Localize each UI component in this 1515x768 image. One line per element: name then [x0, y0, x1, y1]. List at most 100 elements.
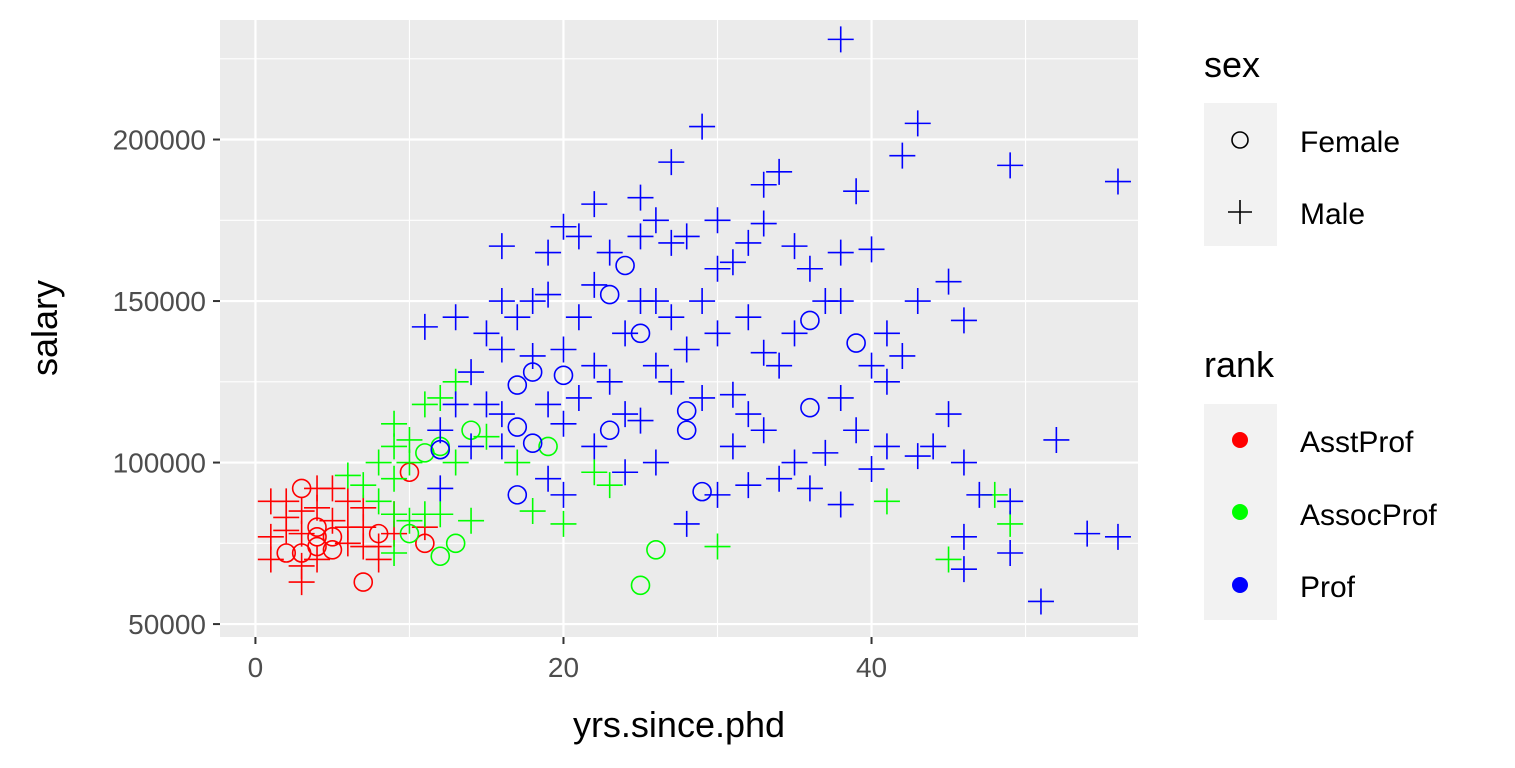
- data-point-male: [504, 449, 531, 476]
- data-point-male: [889, 142, 916, 169]
- data-point-male: [704, 207, 731, 234]
- data-point-male: [612, 401, 639, 428]
- data-point-female: [507, 485, 528, 505]
- data-point-male: [334, 530, 361, 557]
- data-point-male: [642, 288, 669, 315]
- data-point-male: [381, 465, 408, 492]
- data-point-male: [1027, 588, 1054, 615]
- data-point-male: [535, 465, 562, 492]
- data-point-male: [488, 288, 515, 315]
- data-point-male: [288, 569, 315, 596]
- data-point-male: [473, 320, 500, 347]
- data-point-female: [445, 533, 466, 554]
- data-point-male: [704, 320, 731, 347]
- data-point-male: [550, 510, 577, 537]
- data-point-male: [719, 249, 746, 276]
- data-point-male: [858, 352, 885, 379]
- data-point-male: [519, 498, 546, 525]
- data-point-female: [553, 365, 574, 386]
- data-point-female: [430, 439, 451, 460]
- data-point-female: [307, 527, 327, 547]
- data-point-male: [997, 510, 1024, 537]
- data-point-female: [399, 523, 420, 544]
- data-point-male: [735, 401, 762, 428]
- legend-asstprof-label: AsstProf: [1300, 426, 1414, 459]
- data-point-male: [827, 26, 854, 53]
- data-point-female: [507, 417, 528, 437]
- data-point-male: [488, 401, 515, 428]
- data-point-male: [950, 523, 977, 550]
- data-point-male: [581, 433, 608, 460]
- data-point-male: [796, 255, 823, 282]
- data-point-male: [858, 456, 885, 483]
- data-point-male: [689, 384, 716, 411]
- legend-female-key: [1231, 131, 1249, 149]
- x-axis-title: yrs.since.phd: [573, 704, 785, 745]
- data-point-male: [365, 546, 392, 573]
- data-point-male: [488, 336, 515, 363]
- data-point-male: [873, 320, 900, 347]
- data-point-male: [396, 507, 423, 534]
- data-point-male: [673, 336, 700, 363]
- data-point-male: [750, 339, 777, 366]
- data-point-female: [322, 539, 343, 560]
- data-point-male: [704, 481, 731, 508]
- data-point-male: [704, 533, 731, 560]
- legend-sex-title: sex: [1204, 44, 1260, 85]
- data-point-male: [966, 481, 993, 508]
- data-point-female: [322, 527, 343, 547]
- data-point-male: [889, 342, 916, 369]
- data-point-male: [504, 304, 531, 331]
- data-point-male: [935, 268, 962, 295]
- data-point-male: [1074, 520, 1101, 547]
- data-point-male: [858, 236, 885, 263]
- data-point-male: [381, 501, 408, 528]
- data-point-male: [442, 449, 469, 476]
- data-point-male: [719, 433, 746, 460]
- data-point-male: [427, 417, 454, 444]
- data-point-male: [627, 407, 654, 434]
- data-point-male: [843, 417, 870, 444]
- data-point-female: [630, 575, 651, 596]
- data-point-male: [658, 149, 685, 176]
- data-point-male: [550, 336, 577, 363]
- data-point-male: [550, 410, 577, 437]
- data-point-male: [488, 433, 515, 460]
- data-point-male: [519, 342, 546, 369]
- data-point-male: [935, 401, 962, 428]
- data-point-male: [766, 465, 793, 492]
- data-point-male: [689, 288, 716, 315]
- data-point-male: [627, 223, 654, 250]
- data-point-female: [276, 543, 297, 563]
- data-point-female: [646, 539, 666, 560]
- data-point-female: [615, 255, 635, 276]
- y-tick-label: 200000: [113, 125, 206, 156]
- data-point-male: [411, 313, 438, 340]
- legend-sex: sex Female Male: [1204, 44, 1400, 246]
- data-point-male: [550, 213, 577, 240]
- data-point-male: [827, 384, 854, 411]
- series-assocprof: [334, 368, 1024, 596]
- data-point-male: [950, 449, 977, 476]
- y-tick-label: 100000: [113, 448, 206, 479]
- data-point-male: [381, 433, 408, 460]
- data-point-male: [781, 449, 808, 476]
- data-point-male: [565, 384, 592, 411]
- data-point-female: [599, 420, 620, 441]
- data-point-male: [827, 491, 854, 518]
- data-point-male: [473, 423, 500, 450]
- data-point-male: [273, 504, 300, 531]
- data-point-male: [535, 391, 562, 418]
- legend-rank: rank AsstProf AssocProf Prof: [1204, 344, 1437, 620]
- data-point-male: [781, 320, 808, 347]
- data-point-male: [288, 498, 315, 525]
- data-point-male: [827, 288, 854, 315]
- data-point-male: [827, 239, 854, 266]
- data-point-male: [319, 507, 346, 534]
- data-point-male: [612, 320, 639, 347]
- data-point-male: [442, 304, 469, 331]
- legend-assocprof-label: AssocProf: [1300, 499, 1437, 532]
- data-point-male: [427, 475, 454, 502]
- legend-rank-title: rank: [1204, 344, 1275, 385]
